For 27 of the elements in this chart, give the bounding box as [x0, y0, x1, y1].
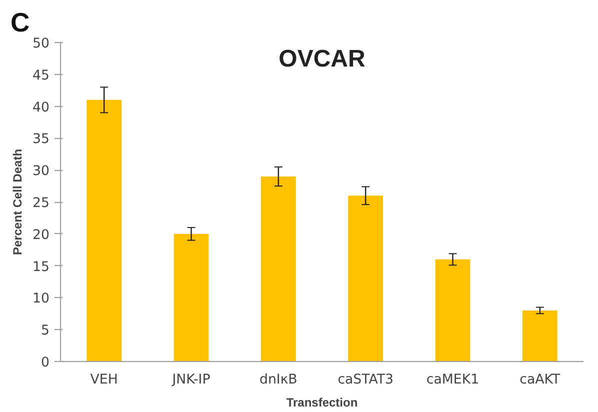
x-tick-label: dnIκB	[260, 372, 298, 388]
y-tick-label: 25	[32, 196, 50, 211]
x-tick-label: caMEK1	[426, 372, 480, 388]
x-tick-label: caAKT	[520, 372, 562, 388]
y-tick-label: 40	[32, 100, 50, 116]
x-tick-label: caSTAT3	[338, 372, 394, 388]
chart-title: OVCAR	[278, 46, 366, 72]
y-tick-label: 35	[32, 132, 50, 148]
y-tick-label: 15	[32, 260, 50, 275]
text: C	[10, 8, 30, 38]
x-tick-label: JNK-IP	[171, 372, 210, 388]
y-tick-label: 30	[32, 164, 50, 180]
y-tick-label: 45	[32, 68, 50, 84]
bar	[522, 310, 558, 362]
y-tick-label: 10	[32, 292, 50, 307]
y-tick-label: 0	[41, 356, 50, 370]
y-tick-label: 5	[41, 324, 50, 339]
bar	[348, 196, 384, 362]
bar	[86, 100, 122, 362]
y-tick-label: 50	[32, 36, 50, 52]
y-axis-title: Percent Cell Death	[10, 148, 25, 256]
y-tick-label: 20	[32, 228, 50, 243]
bar	[260, 176, 296, 362]
x-axis-title: Transfection	[286, 396, 358, 410]
bar	[435, 259, 470, 362]
bar	[174, 234, 209, 362]
x-tick-label: VEH	[90, 372, 118, 388]
